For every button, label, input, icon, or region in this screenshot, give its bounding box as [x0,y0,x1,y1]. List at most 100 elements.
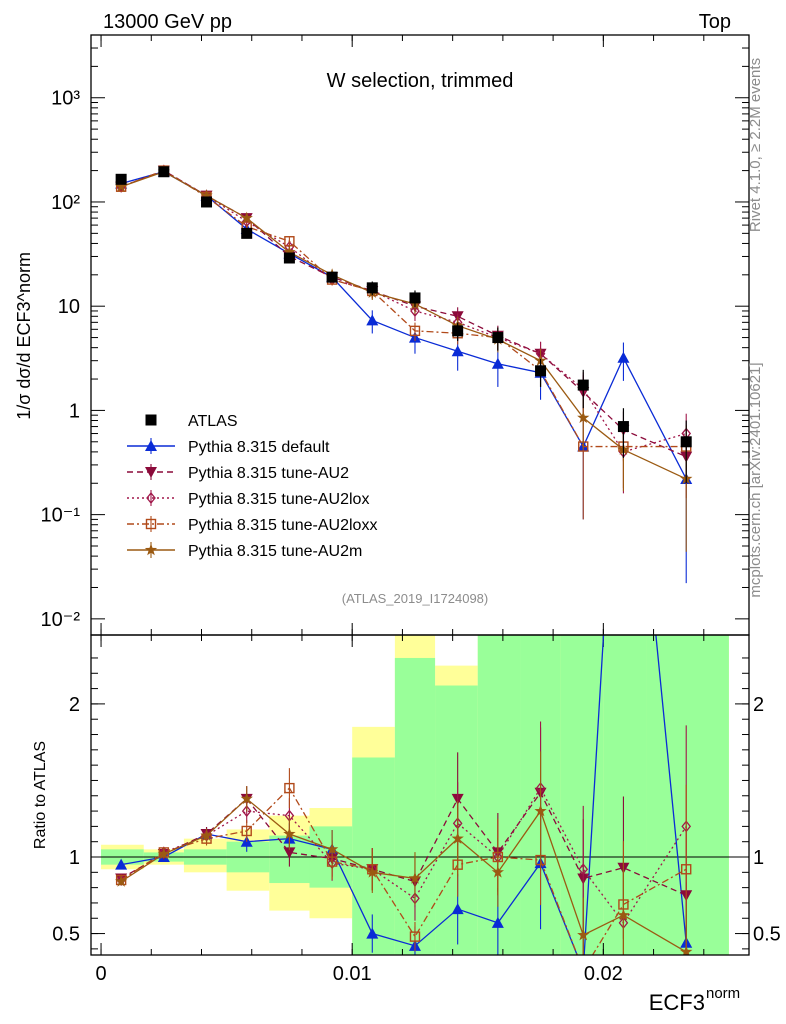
ratio-panel-series [115,300,693,955]
ratio-tick-label-right: 1 [753,847,764,869]
x-tick-label: 0.02 [584,963,623,985]
analysis-id: (ATLAS_2019_I1724098) [342,591,488,606]
data-point [409,292,421,304]
ratio-point [451,903,464,915]
legend-label: Pythia 8.315 tune-AU2lox [188,491,369,508]
stat-band-bin [646,635,729,955]
legend-marker [145,467,157,478]
data-point [283,245,296,258]
y-tick-label: 1 [69,400,80,422]
ratio-point [534,804,547,817]
data-point [535,365,547,377]
x-tick-label: 0 [95,963,106,985]
legend-marker [146,491,156,505]
legend-marker [145,440,157,451]
series-atlas [115,166,692,484]
x-axis-label: ECF3 norm [649,985,740,1015]
ratio-point [283,847,296,859]
top-ylabel-text: 1/σ dσ/d ECF3^norm [14,252,34,420]
ratio-point [617,300,629,311]
data-point [410,304,420,318]
legend-label: Pythia 8.315 tune-AU2loxx [188,517,377,534]
data-point [617,421,629,433]
ratio-point [283,827,296,840]
data-point [491,357,504,369]
stat-band-bin [603,635,647,955]
ratio-panel-frame [90,634,750,956]
y-tick-label: 10² [51,192,80,214]
legend-item: Pythia 8.315 tune-AU2loxx [127,516,377,534]
data-point [241,227,253,239]
ratio-uncertainty-bands [91,635,749,955]
ratio-line [120,787,687,955]
ratio-point [408,871,422,884]
ratio-point [681,864,692,875]
data-point [680,436,692,448]
ratio-tick-label-right: 2 [753,694,764,716]
top-ylabel: 1/σ dσ/d ECF3^norm [14,252,34,420]
data-point [200,189,213,201]
ratio-tick-label-left: 0.5 [52,924,80,946]
ratio-line [120,797,687,953]
data-point [240,211,253,224]
data-point [158,166,170,178]
header-left: 13000 GeV pp [103,11,232,33]
ratio-point [491,865,504,878]
data-point [409,325,421,337]
ratio-point [240,792,253,805]
legend-label: Pythia 8.315 tune-AU2m [188,543,362,560]
ratio-point [617,908,630,921]
ratio-point [115,858,128,870]
ratio-tick-label-right: 0.5 [753,924,781,946]
ratio-point [157,847,170,860]
ratio-point [578,863,589,876]
x-axis-label-sup: norm [706,985,740,1002]
y-tick-label: 10⁻¹ [41,505,81,527]
y-tick-label: 10⁻² [41,609,81,631]
ratio-point [325,842,339,855]
data-point [577,379,589,391]
legend-marker [145,414,157,426]
ratio-point [241,805,252,818]
legend-item: ATLAS [145,413,238,430]
data-point [492,332,504,344]
legend-label: Pythia 8.315 tune-AU2 [188,465,349,482]
analysis-title: W selection, trimmed [327,70,514,92]
ratio-point [680,945,693,955]
ratio-ylabel: Ratio to ATLAS [32,741,49,849]
y-tick-label: 10³ [51,88,80,110]
data-point [452,325,464,337]
data-point [283,252,295,264]
stat-band-bin [560,635,604,955]
x-axis-label-main: ECF3 [649,990,705,1015]
rivet-version-label: Rivet 4.1.0, ≥ 2.2M events [747,58,764,232]
ratio-point [284,782,295,794]
legend-item: Pythia 8.315 tune-AU2lox [127,490,369,508]
ratio-pythia-8-315-tune-au2m [115,751,693,955]
data-point [201,196,213,208]
data-point [451,345,464,357]
legend-item: Pythia 8.315 tune-AU2 [127,464,349,482]
stat-band-bin [435,685,478,955]
ratio-point [241,825,252,837]
ratio-tick-label-left: 2 [69,694,80,716]
header-right: Top [699,11,731,33]
data-point [577,411,590,423]
legend-item: Pythia 8.315 default [127,438,330,456]
ratio-line [121,635,687,955]
data-point [326,271,338,283]
legend-label: Pythia 8.315 default [188,439,330,456]
data-point [366,282,378,294]
ratio-point [366,927,379,939]
data-point [115,173,127,185]
mcplots-label: mcplots.cern.ch [arXiv:2401.10621] [747,362,764,597]
series-line [120,169,687,453]
ratio-point [577,928,590,941]
y-tick-label: 10 [58,296,80,318]
series-line [120,169,687,448]
stat-band-bin [352,757,395,955]
legend-marker [145,518,157,530]
stat-band-bin [477,635,521,955]
legend-label: ATLAS [188,413,238,430]
